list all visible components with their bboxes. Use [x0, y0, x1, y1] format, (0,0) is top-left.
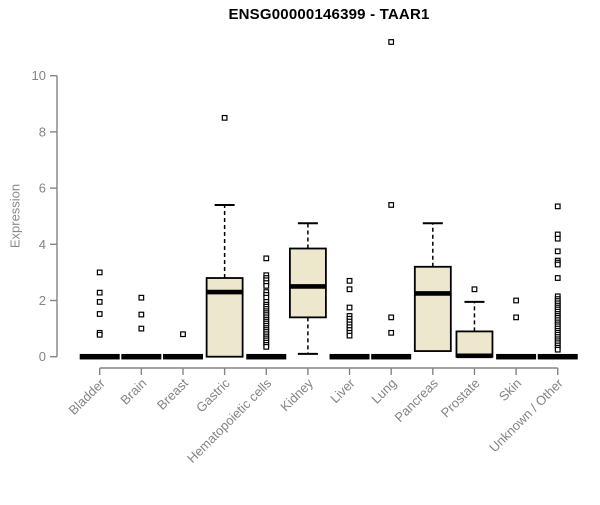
- x-tick-label: Prostate: [438, 376, 483, 421]
- outlier-point-liver: [346, 332, 353, 339]
- y-tick-label: 6: [39, 181, 46, 196]
- outlier-point-bladder: [96, 269, 103, 276]
- outlier-point-unknown-other: [554, 275, 561, 281]
- outlier-point-breast: [180, 331, 186, 338]
- x-tick-label: Skin: [496, 376, 524, 404]
- y-tick-label: 8: [39, 124, 46, 139]
- outlier-point-hematopoietic-cells: [263, 255, 270, 262]
- median-line-liver: [329, 353, 370, 360]
- x-tick-label: Gastric: [193, 375, 233, 415]
- chart-title: ENSG00000146399 - TAAR1: [228, 6, 430, 23]
- outlier-point-lung: [388, 329, 395, 336]
- outlier-point-skin: [513, 314, 519, 321]
- median-line-lung: [371, 353, 412, 360]
- outlier-point-bladder: [96, 289, 103, 296]
- x-tick-label: Brain: [117, 376, 149, 408]
- outlier-point-prostate: [471, 286, 478, 293]
- box-kidney: [288, 247, 327, 319]
- outlier-point-lung: [388, 39, 395, 45]
- median-line-hematopoietic-cells: [246, 353, 287, 360]
- outlier-point-unknown-other: [554, 261, 561, 268]
- x-tick-label: Pancreas: [391, 375, 441, 425]
- outlier-point-hematopoietic-cells: [263, 343, 270, 350]
- y-tick-label: 4: [39, 237, 46, 252]
- outlier-point-liver: [346, 286, 353, 293]
- x-tick-label: Bladder: [66, 375, 109, 418]
- outlier-point-liver: [346, 277, 353, 284]
- outlier-point-bladder: [96, 311, 103, 317]
- median-line-unknown-other: [537, 353, 578, 360]
- median-line-brain: [121, 353, 162, 360]
- x-tick-label: Liver: [327, 375, 358, 406]
- outlier-point-brain: [138, 325, 145, 332]
- outlier-point-lung: [388, 314, 395, 321]
- outlier-point-bladder: [96, 299, 103, 305]
- y-tick-label: 2: [39, 293, 46, 308]
- median-line-skin: [496, 353, 537, 360]
- y-tick-label: 10: [32, 68, 46, 83]
- outlier-point-unknown-other: [554, 346, 561, 353]
- x-tick-label: Unknown / Other: [486, 375, 566, 455]
- x-tick-label: Breast: [154, 375, 191, 412]
- box-prostate: [455, 330, 494, 358]
- outlier-point-hematopoietic-cells: [263, 282, 270, 289]
- median-line-breast: [162, 353, 203, 360]
- outlier-point-skin: [513, 297, 519, 304]
- outlier-point-unknown-other: [554, 248, 561, 255]
- outlier-point-liver: [346, 304, 353, 311]
- outlier-point-lung: [388, 202, 395, 208]
- x-tick-label: Lung: [368, 376, 399, 407]
- y-tick-label: 0: [39, 349, 46, 364]
- median-line-bladder: [79, 353, 120, 360]
- outlier-point-gastric: [221, 114, 228, 121]
- outlier-point-unknown-other: [554, 235, 561, 242]
- outlier-point-brain: [138, 294, 145, 301]
- box-pancreas: [413, 265, 452, 352]
- y-axis-label: Expression: [7, 183, 23, 249]
- outlier-point-brain: [138, 311, 145, 318]
- outlier-point-unknown-other: [554, 203, 561, 210]
- outlier-point-bladder: [96, 331, 103, 338]
- x-tick-label: Kidney: [277, 375, 316, 414]
